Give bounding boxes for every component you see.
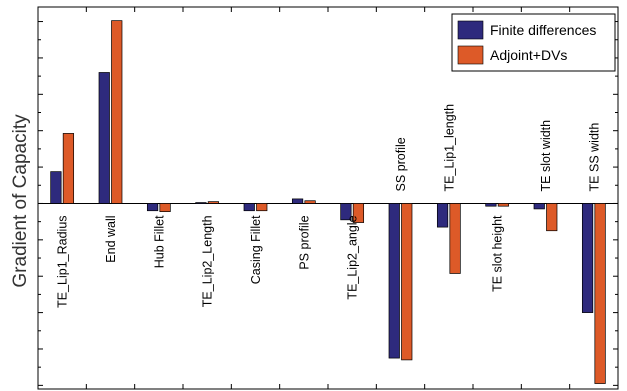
category-labels: TE_Lip1_Radius End wall Hub Fillet TE_Lip2_… [56,104,602,308]
bar-adjoint-dvs [207,201,220,204]
bar-adjoint-dvs [546,203,558,232]
legend-swatch-adjoint-dvs [457,45,484,65]
bar-adjoint-dvs [449,203,461,274]
bars [50,20,606,384]
bar-adjoint-dvs [256,203,268,212]
bar-finite-differences [146,203,159,212]
bar-finite-differences [195,202,207,204]
bar-adjoint-dvs [304,200,316,204]
bar-finite-differences [291,198,304,204]
category-label: TE slot width [539,120,553,192]
category-label: TE_Lip1_Radius [56,215,70,307]
category-label: TE SS width [587,123,601,192]
legend: Finite differences Adjoint+DVs [451,13,616,72]
legend-label-finite-differences: Finite differences [490,22,596,38]
bar-finite-differences [436,203,449,228]
bar-adjoint-dvs [111,20,123,204]
bar-finite-differences [340,203,352,221]
bar-finite-differences [388,203,400,359]
category-label: Hub Fillet [152,215,166,268]
category-label: Casing Fillet [249,215,263,284]
bar-adjoint-dvs [62,133,75,204]
category-label: End wall [104,215,118,262]
category-label: TE_Lip1_length [442,104,456,192]
bar-adjoint-dvs [401,203,413,361]
category-label: TE_Lip2_Length [201,215,215,307]
category-label: PS profile [297,215,311,269]
bar-finite-differences [50,171,62,204]
bar-finite-differences [533,203,545,210]
bar-finite-differences [243,203,255,212]
category-label: TE slot height [491,215,505,292]
bar-adjoint-dvs [352,203,365,223]
category-label: TE_Lip2_angle [346,215,360,299]
axis-ticks [37,7,619,389]
bar-finite-differences [98,72,110,204]
category-label: SS profile [394,137,408,191]
bar-finite-differences [485,203,497,207]
legend-label-adjoint-dvs: Adjoint+DVs [490,47,567,63]
bar-adjoint-dvs [497,203,510,207]
bar-adjoint-dvs [594,203,606,384]
y-axis-label: Gradient of Capacity [10,114,31,288]
legend-swatch-finite-differences [457,20,484,40]
bar-finite-differences [581,203,594,313]
bar-adjoint-dvs [159,203,171,212]
